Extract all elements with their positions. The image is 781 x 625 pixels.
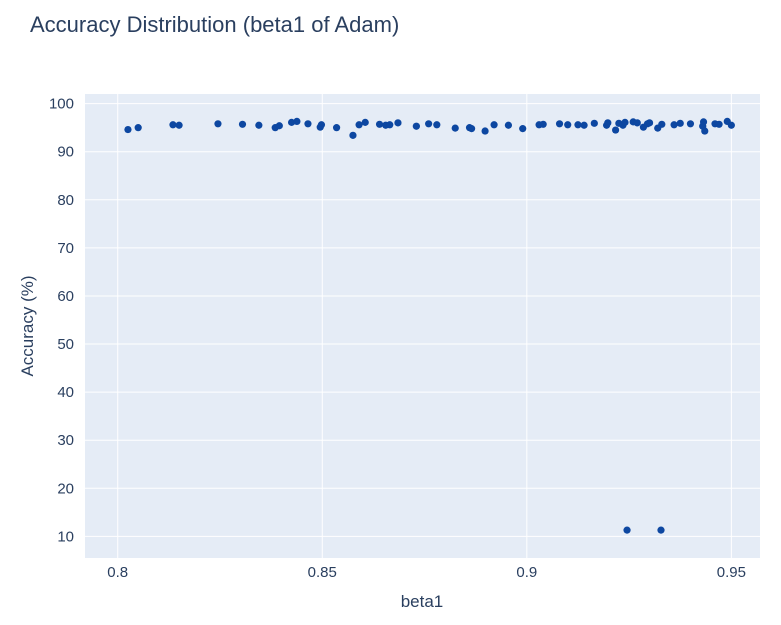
y-tick-label: 70 [57, 240, 74, 257]
data-point [394, 119, 402, 127]
data-point [349, 131, 357, 139]
y-tick-label: 10 [57, 528, 74, 545]
data-point [670, 121, 678, 129]
y-tick-label: 20 [57, 480, 74, 497]
data-points [124, 117, 735, 534]
data-point [375, 120, 384, 128]
data-point [604, 119, 612, 127]
data-point [275, 122, 283, 130]
data-point [134, 124, 142, 132]
data-point [175, 121, 183, 129]
data-point [467, 125, 476, 133]
data-point [539, 120, 547, 128]
data-point [293, 117, 301, 126]
y-tick-label: 100 [49, 96, 74, 113]
data-point [686, 120, 695, 128]
data-point [504, 121, 513, 129]
data-point [657, 526, 665, 534]
data-point [580, 121, 588, 129]
data-point [124, 125, 132, 134]
data-point [519, 125, 527, 133]
data-point [633, 119, 641, 127]
chart-title: Accuracy Distribution (beta1 of Adam) [30, 12, 399, 37]
data-point [555, 120, 564, 128]
x-tick-label: 0.9 [516, 564, 537, 581]
y-tick-label: 80 [57, 192, 74, 209]
data-point [255, 121, 263, 129]
x-tick-label: 0.85 [308, 564, 337, 581]
data-point [287, 118, 296, 126]
plot-area [85, 94, 760, 558]
y-axis-ticks: 10 20 30 40 50 60 70 80 90 100 [49, 96, 74, 546]
data-point [715, 120, 723, 128]
data-point [658, 120, 666, 128]
x-axis-ticks: 0.8 0.85 0.9 0.95 [107, 564, 746, 581]
data-point [214, 120, 222, 128]
data-point [451, 124, 459, 132]
y-tick-label: 30 [57, 432, 74, 449]
data-point [361, 118, 369, 126]
data-point [304, 120, 312, 128]
data-point [590, 119, 598, 127]
data-point [412, 122, 420, 130]
data-point [425, 120, 433, 128]
data-point [564, 121, 572, 129]
data-point [490, 121, 498, 129]
data-point [621, 118, 629, 126]
data-point [676, 119, 684, 127]
data-point [623, 526, 631, 534]
data-point [433, 121, 441, 129]
data-point [238, 120, 247, 128]
y-tick-label: 90 [57, 144, 74, 161]
data-point [317, 121, 326, 129]
data-point [727, 121, 735, 129]
data-point [386, 121, 394, 129]
data-point [481, 127, 489, 135]
data-point [574, 121, 582, 129]
y-tick-label: 50 [57, 336, 74, 353]
x-tick-label: 0.95 [717, 564, 746, 581]
data-point [332, 124, 341, 132]
data-point [699, 118, 708, 126]
y-tick-label: 60 [57, 288, 74, 305]
data-point [645, 119, 654, 127]
data-point [701, 127, 709, 135]
data-point [611, 126, 620, 134]
y-tick-label: 40 [57, 384, 74, 401]
data-point [169, 121, 177, 129]
x-axis-title: beta1 [401, 592, 444, 611]
data-point [355, 121, 363, 129]
x-tick-label: 0.8 [107, 564, 128, 581]
grid [85, 94, 760, 558]
y-axis-title: Accuracy (%) [18, 275, 37, 376]
